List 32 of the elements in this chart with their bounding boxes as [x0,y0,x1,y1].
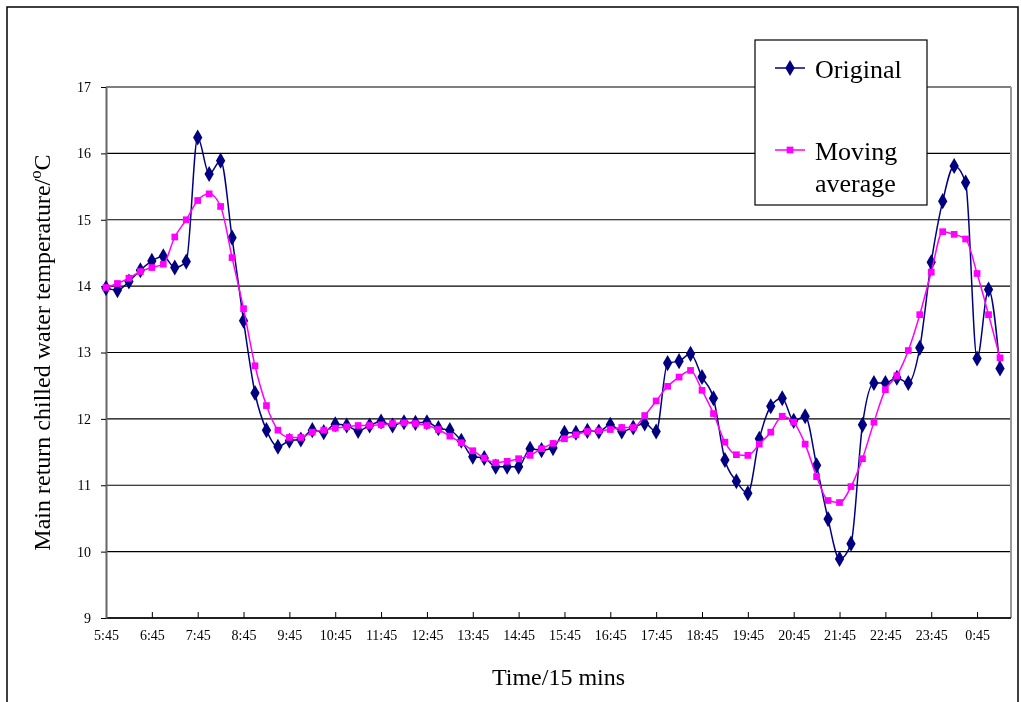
y-tick-label: 14 [77,279,91,295]
x-tick-label: 15:45 [549,627,581,643]
x-tick-label: 16:45 [594,627,627,643]
x-tick-label: 7:45 [185,627,211,643]
y-tick-label: 13 [77,345,91,361]
x-tick-label: 6:45 [139,627,165,643]
x-tick-label: 13:45 [457,627,490,643]
y-tick-label: 10 [77,544,91,560]
x-tick-label: 18:45 [686,627,719,643]
y-tick-label: 17 [77,79,91,95]
y-tick-label: 11 [77,478,91,494]
legend-label: Original [815,55,902,84]
x-tick-label: 0:45 [965,627,991,643]
y-tick-label: 16 [77,146,91,162]
x-axis-title: Time/15 mins [491,664,626,690]
y-tick-label: 9 [84,610,91,626]
x-tick-label: 21:45 [824,627,856,643]
y-tick-label: 15 [77,212,91,228]
x-tick-label: 19:45 [732,627,765,643]
x-tick-label: 23:45 [915,627,948,643]
legend-label: Moving average [815,137,898,198]
x-tick-label: 11:45 [365,627,398,643]
x-tick-label: 9:45 [277,627,303,643]
x-tick-label: 12:45 [411,627,444,643]
x-tick-label: 10:45 [319,627,352,643]
x-tick-label: 5:45 [94,627,119,643]
x-tick-label: 14:45 [503,627,536,643]
x-tick-label: 17:45 [640,627,673,643]
x-tick-label: 22:45 [869,627,902,643]
x-tick-label: 20:45 [778,627,811,643]
x-tick-label: 8:45 [231,627,257,643]
y-tick-label: 12 [77,411,91,427]
